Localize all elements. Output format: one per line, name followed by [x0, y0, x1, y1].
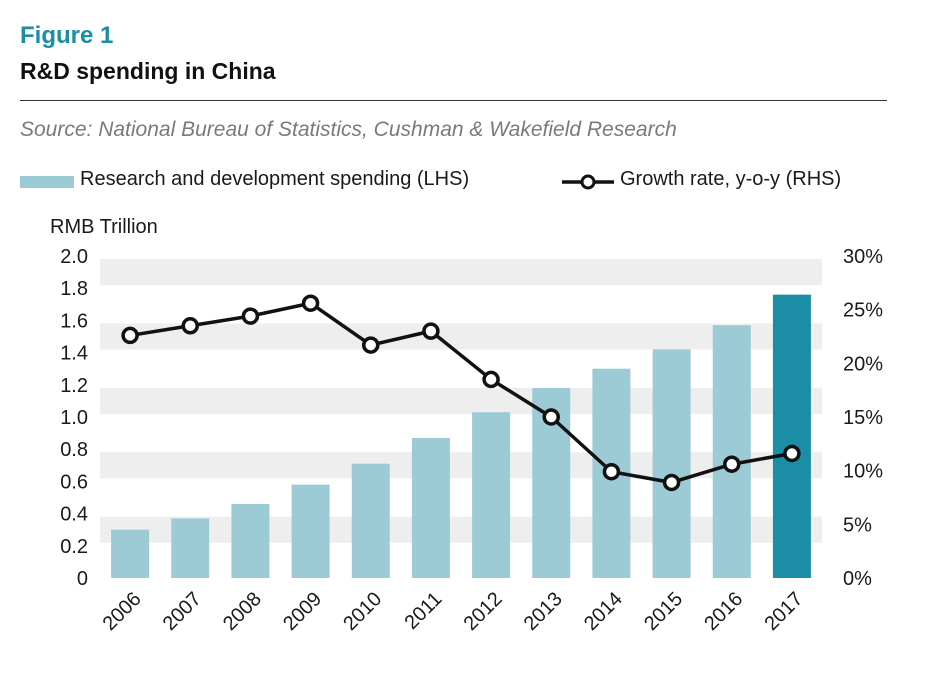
left-axis-title: RMB Trillion [50, 216, 158, 238]
right-tick-label: 15% [843, 407, 883, 429]
growth-point-2011 [422, 322, 440, 340]
legend-bar-label: Research and development spending (LHS) [80, 168, 470, 190]
x-axis: 2006 2007 2008 2009 2010 2011 2012 2013 2014 2015… [99, 588, 808, 635]
growth-point-2014 [602, 462, 621, 481]
bar-2015 [652, 349, 691, 578]
bar-2012 [472, 412, 511, 578]
bar-2011 [411, 437, 450, 578]
x-tick-label: 2006 [99, 588, 146, 635]
left-tick-label: 0.8 [60, 439, 88, 461]
left-tick-label: 0.2 [60, 536, 88, 558]
figure-label: Figure 1 [20, 22, 114, 49]
right-tick-label: 0% [843, 568, 872, 590]
growth-line [129, 301, 793, 485]
title-divider [20, 100, 887, 101]
x-tick-label: 2007 [159, 588, 206, 635]
bar-2008 [231, 503, 270, 578]
x-tick-label: 2008 [219, 588, 266, 635]
left-tick-label: 1.2 [60, 375, 88, 397]
bar-2009 [291, 484, 330, 578]
left-tick-label: 1.6 [60, 310, 88, 332]
growth-point-2012 [482, 370, 500, 389]
x-tick-label: 2016 [700, 588, 747, 635]
bar-2016 [712, 325, 751, 578]
legend-line-icon [562, 174, 614, 190]
growth-point-2017 [783, 444, 801, 463]
x-tick-label: 2010 [339, 588, 386, 635]
left-tick-label: 1.8 [60, 278, 88, 300]
grid-band [100, 387, 822, 414]
growth-point-2008 [241, 307, 260, 325]
bar-2007 [171, 518, 210, 578]
growth-point-2009 [301, 294, 320, 312]
growth-line-series [121, 294, 801, 492]
growth-point-2015 [662, 473, 681, 492]
right-tick-label: 25% [843, 300, 883, 322]
growth-point-2016 [723, 455, 741, 473]
growth-point-2006 [121, 326, 139, 345]
grid-band [100, 259, 822, 286]
x-tick-label: 2014 [580, 588, 627, 635]
right-tick-label: 5% [843, 514, 872, 536]
source-note: Source: National Bureau of Statistics, C… [20, 118, 677, 141]
legend-line-label: Growth rate, y-o-y (RHS) [620, 168, 842, 190]
x-tick-label: 2011 [400, 588, 446, 634]
growth-point-2013 [542, 408, 560, 426]
x-tick-label: 2012 [460, 588, 507, 635]
bar-2006 [111, 529, 150, 578]
grid-band [100, 323, 822, 350]
left-tick-label: 1.4 [60, 343, 88, 365]
left-tick-label: 2.0 [60, 246, 88, 268]
bar-series [111, 294, 811, 578]
growth-point-2007 [181, 317, 199, 335]
bar-2010 [351, 463, 390, 578]
bar-2017 [772, 294, 811, 578]
legend-bar-swatch [20, 176, 74, 188]
left-axis: 0 0.2 0.4 0.6 0.8 1.0 1.2 1.4 1.6 1.8 2.0 [60, 246, 88, 590]
left-tick-label: 1.0 [60, 407, 88, 429]
right-axis: 0% 5% 10% 15% 20% 25% 30% [843, 246, 883, 590]
x-tick-label: 2015 [640, 588, 687, 635]
chart-title: R&D spending in China [20, 58, 276, 84]
x-tick-label: 2013 [520, 588, 567, 635]
x-tick-label: 2017 [760, 588, 807, 635]
right-tick-label: 10% [843, 461, 883, 483]
grid-band [100, 516, 822, 543]
growth-point-2010 [362, 336, 380, 354]
left-tick-label: 0.6 [60, 471, 88, 493]
right-tick-label: 20% [843, 353, 883, 375]
left-tick-label: 0.4 [60, 504, 88, 526]
right-tick-label: 30% [843, 246, 883, 268]
x-tick-label: 2009 [279, 588, 326, 635]
left-tick-label: 0 [77, 568, 88, 590]
